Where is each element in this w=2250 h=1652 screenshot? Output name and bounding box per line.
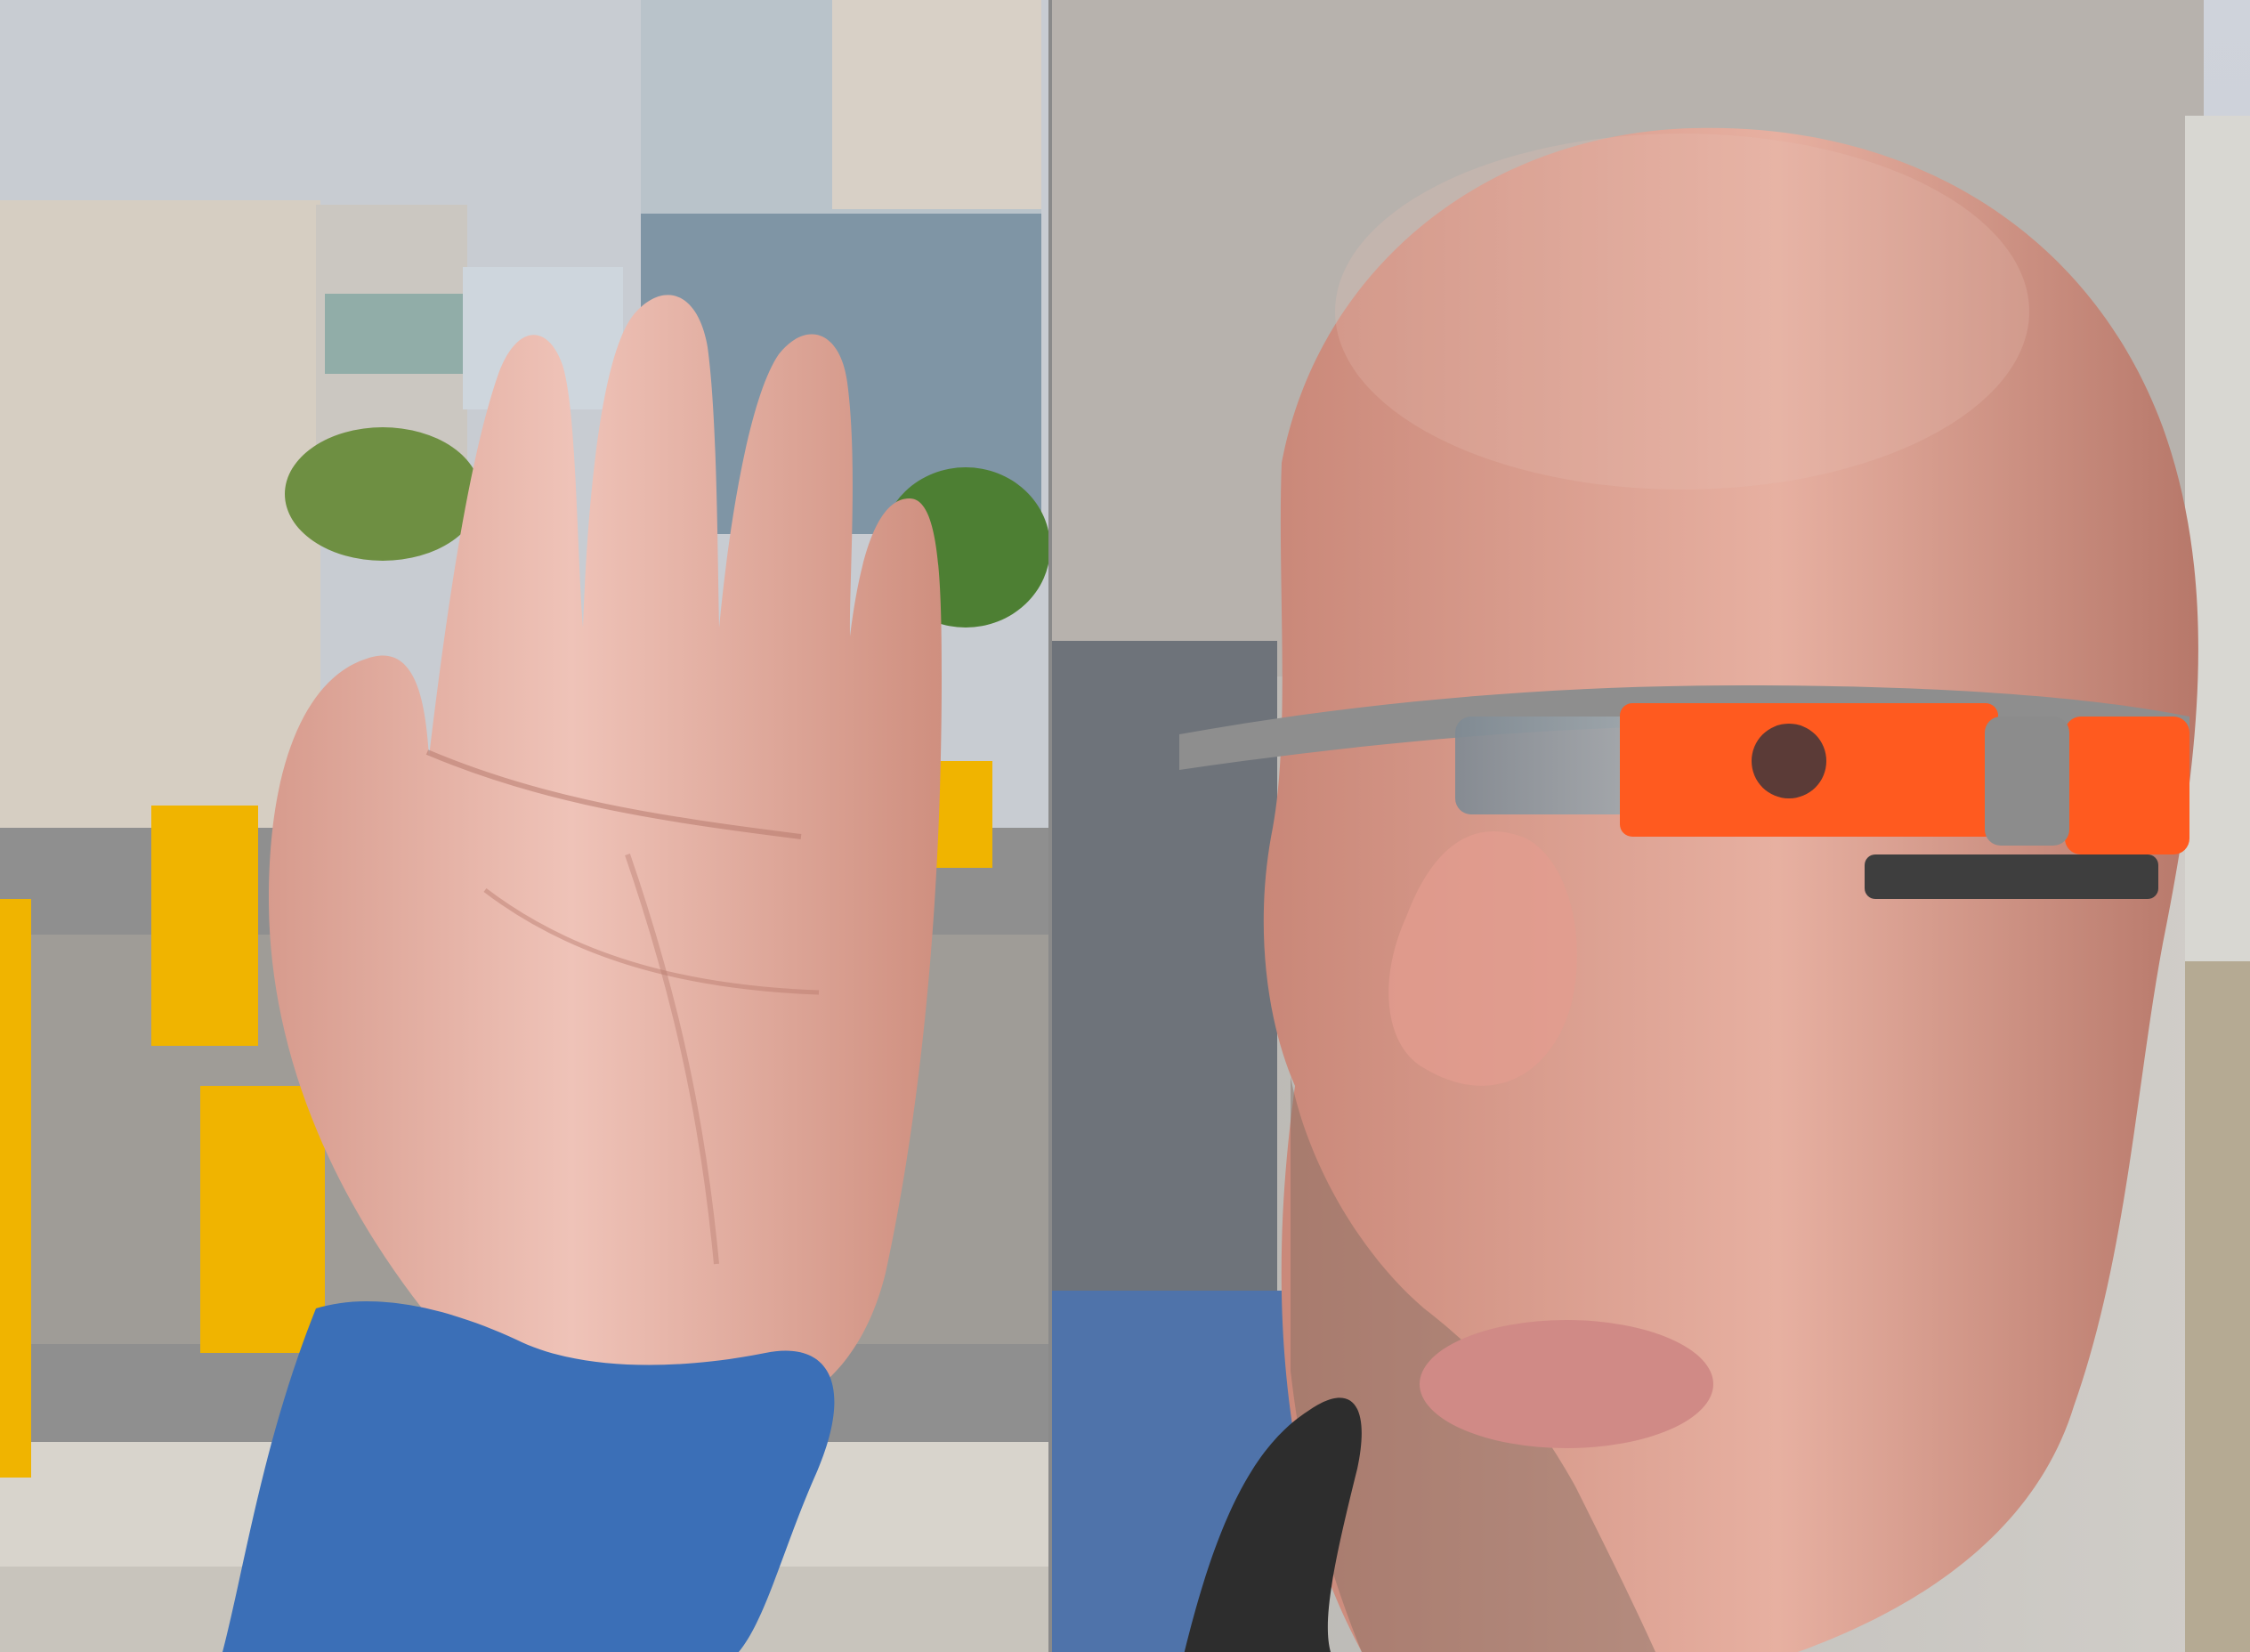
blue-sleeve-left	[223, 1301, 835, 1652]
mouth-area	[1420, 1320, 1713, 1448]
smart-glasses	[1179, 685, 2189, 899]
right-panel	[1050, 0, 2250, 1652]
left-panel	[0, 0, 1050, 1652]
head-with-glasses	[1263, 127, 2198, 1652]
camera-lens	[1752, 724, 1826, 798]
crane-left	[0, 761, 992, 1478]
nose	[1388, 831, 1577, 1086]
raised-hand	[269, 295, 942, 1424]
glasses-prism	[1455, 717, 1664, 814]
bag-strap	[1184, 1397, 1362, 1652]
